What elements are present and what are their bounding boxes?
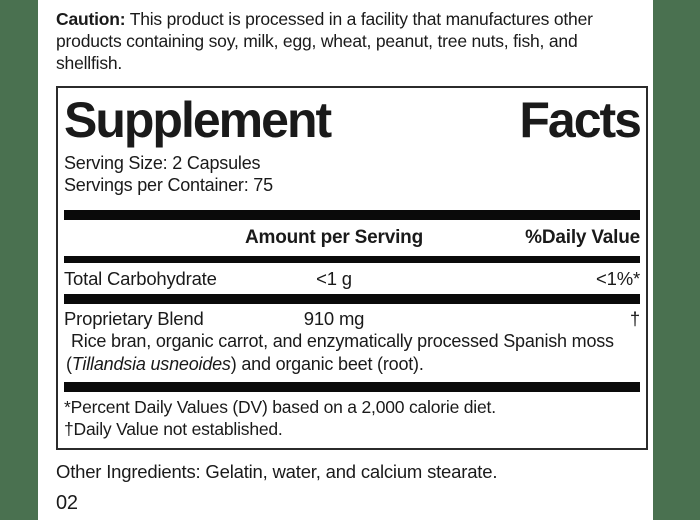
left-side-bar bbox=[0, 0, 38, 520]
amount-per-serving-header: Amount per Serving bbox=[245, 227, 423, 248]
right-side-bar bbox=[653, 0, 700, 520]
panel-title-word-2: Facts bbox=[519, 92, 642, 148]
caution-line-3: shellfish. bbox=[56, 53, 123, 73]
footnote-percent-dv: *Percent Daily Values (DV) based on a 2,… bbox=[64, 397, 496, 417]
serving-size: Serving Size: 2 Capsules bbox=[64, 153, 261, 173]
table-row-proprietary-blend: Proprietary Blend 910 mg † bbox=[64, 304, 640, 330]
blend-description-line-1: Rice bran, organic carrot, and enzymatic… bbox=[71, 331, 614, 351]
nutrient-name: Proprietary Blend bbox=[64, 308, 204, 329]
paren-open: ( bbox=[66, 354, 72, 374]
column-header-row: Amount per Serving %Daily Value bbox=[64, 220, 640, 256]
supplement-facts-panel: Supplement Facts Serving Size: 2 Capsule… bbox=[56, 86, 648, 450]
nutrient-amount: 910 mg bbox=[303, 308, 365, 329]
latin-name: Tillandsia usneoides bbox=[71, 354, 231, 374]
servings-per-container: Servings per Container: 75 bbox=[64, 175, 273, 195]
label-footer: Other Ingredients: Gelatin, water, and c… bbox=[56, 460, 648, 514]
nutrient-amount: <1 g bbox=[316, 268, 352, 289]
divider-bar-header bbox=[64, 256, 640, 263]
divider-bar-middle bbox=[64, 294, 640, 304]
divider-bar-bottom bbox=[64, 382, 640, 392]
label-content: Caution: This product is processed in a … bbox=[56, 0, 648, 514]
daily-value-header: %Daily Value bbox=[525, 227, 640, 248]
nutrient-name: Total Carbohydrate bbox=[64, 268, 217, 289]
caution-label: Caution: bbox=[56, 9, 126, 29]
table-row-total-carbohydrate: Total Carbohydrate <1 g <1%* bbox=[64, 263, 640, 294]
panel-title-word-1: Supplement bbox=[64, 92, 332, 148]
caution-text: Caution: This product is processed in a … bbox=[56, 8, 648, 74]
product-code: 02 bbox=[56, 492, 78, 514]
panel-title: Supplement Facts bbox=[64, 92, 642, 148]
divider-bar-top bbox=[64, 210, 640, 220]
footnote-dagger: †Daily Value not established. bbox=[64, 419, 283, 439]
nutrient-dv: † bbox=[629, 308, 640, 329]
other-ingredients: Other Ingredients: Gelatin, water, and c… bbox=[56, 461, 498, 482]
blend-description-line-2: (Tillandsia usneoides) and organic beet … bbox=[64, 353, 640, 376]
nutrient-dv: <1%* bbox=[596, 268, 640, 289]
blend-description: Rice bran, organic carrot, and enzymatic… bbox=[64, 330, 640, 382]
caution-line-2: products containing soy, milk, egg, whea… bbox=[56, 31, 578, 51]
caution-line-1: Caution: This product is processed in a … bbox=[56, 8, 648, 30]
blend-description-line-2-rest: ) and organic beet (root). bbox=[230, 354, 424, 374]
serving-info: Serving Size: 2 Capsules Servings per Co… bbox=[64, 152, 640, 196]
caution-line-1-text: This product is processed in a facility … bbox=[125, 9, 593, 29]
footnotes: *Percent Daily Values (DV) based on a 2,… bbox=[64, 392, 640, 440]
